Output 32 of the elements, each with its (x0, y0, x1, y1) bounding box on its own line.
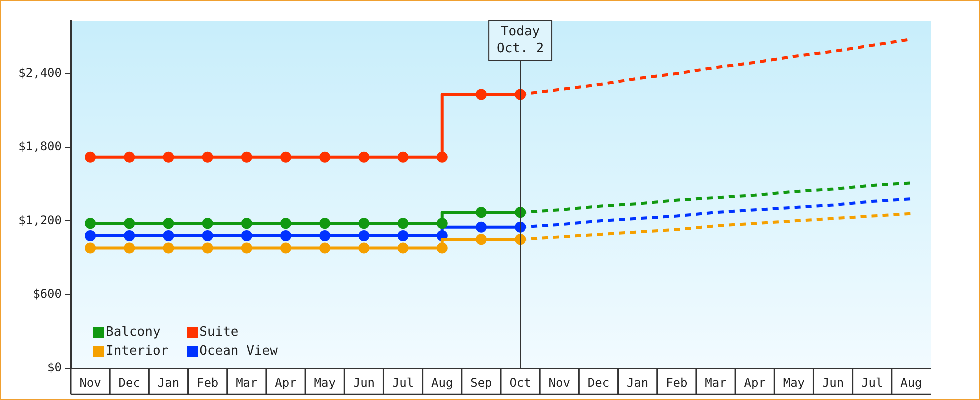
x-tick-label: Jul (392, 376, 414, 390)
x-tick-label: Apr (275, 376, 297, 390)
x-tick-label: Jun (353, 376, 376, 390)
x-tick-label: Feb (196, 376, 219, 390)
y-tick-label: $1,200 (18, 213, 62, 228)
x-tick-label: May (314, 376, 336, 390)
x-tick-label: Jul (862, 376, 884, 390)
x-tick-label: Jun (822, 376, 844, 390)
ref-line-label: Today Oct. 2 (497, 24, 544, 56)
x-tick-label: Sep (470, 376, 492, 390)
y-tick-label: $600 (33, 287, 62, 302)
x-tick-label: Aug (432, 376, 454, 390)
x-tick-label: Nov (80, 376, 102, 390)
y-tick-label: $1,800 (18, 140, 62, 154)
x-tick-label: Oct (510, 376, 532, 390)
x-tick-label: Dec (118, 376, 140, 390)
legend-label: Interior (106, 344, 169, 359)
x-tick-label: Jan (626, 376, 649, 390)
y-tick-label: $2,400 (18, 66, 62, 80)
x-tick-label: Apr (744, 376, 766, 390)
x-tick-label: Aug (900, 376, 922, 390)
x-tick-label: Jan (158, 376, 180, 390)
x-tick-label: Dec (588, 376, 610, 390)
legend-label: Suite (200, 324, 239, 340)
legend-label: Balcony (106, 324, 161, 340)
x-tick-label: Nov (548, 376, 570, 390)
x-tick-label: May (783, 376, 806, 390)
legend-label: Ocean View (200, 344, 278, 359)
y-tick-label: $0 (48, 360, 62, 375)
x-tick-label: Feb (666, 376, 688, 390)
x-tick-label: Mar (236, 376, 258, 390)
x-tick-label: Mar (705, 376, 727, 390)
